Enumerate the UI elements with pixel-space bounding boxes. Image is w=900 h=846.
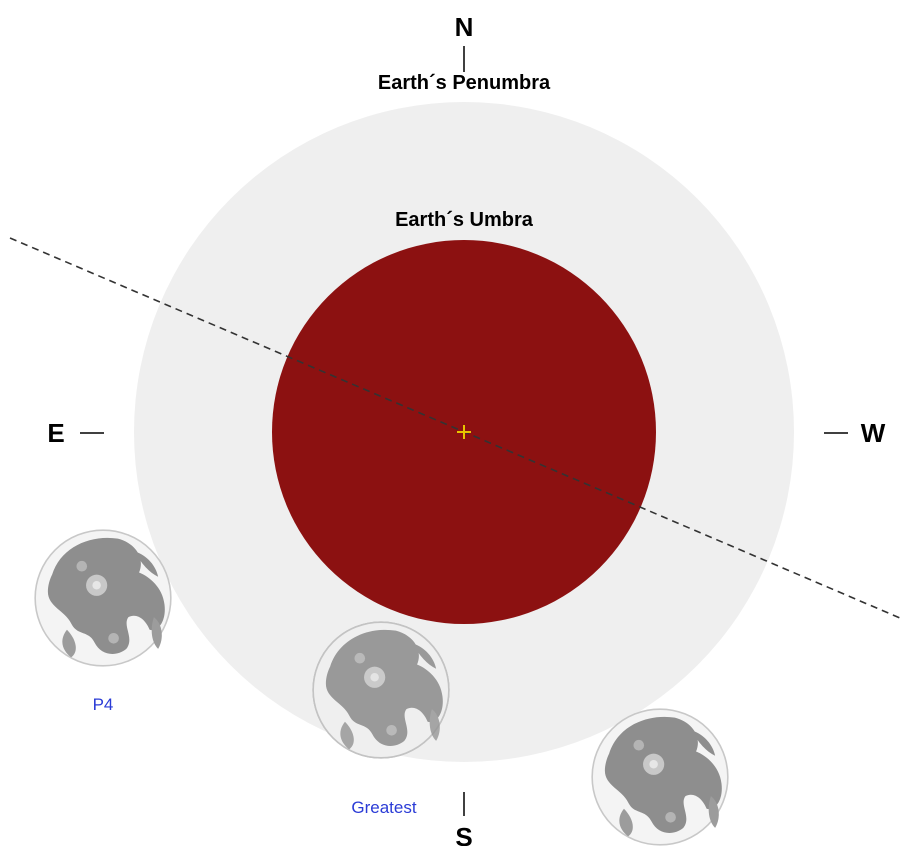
compass-east: E [47,418,64,448]
plus-icon [457,425,471,439]
penumbra-label: Earth´s Penumbra [378,72,551,94]
umbra-label: Earth´s Umbra [395,209,534,231]
full-moon-icon [591,708,729,846]
compass-south: S [455,822,472,846]
moon-label-greatest: Greatest [351,798,416,817]
full-moon-icon [312,621,450,759]
full-moon-icon [34,529,172,667]
moon-path-line [9,237,900,619]
moon-label-p4: P4 [93,695,114,714]
compass-west: W [861,418,886,448]
compass-north: N [455,12,474,42]
